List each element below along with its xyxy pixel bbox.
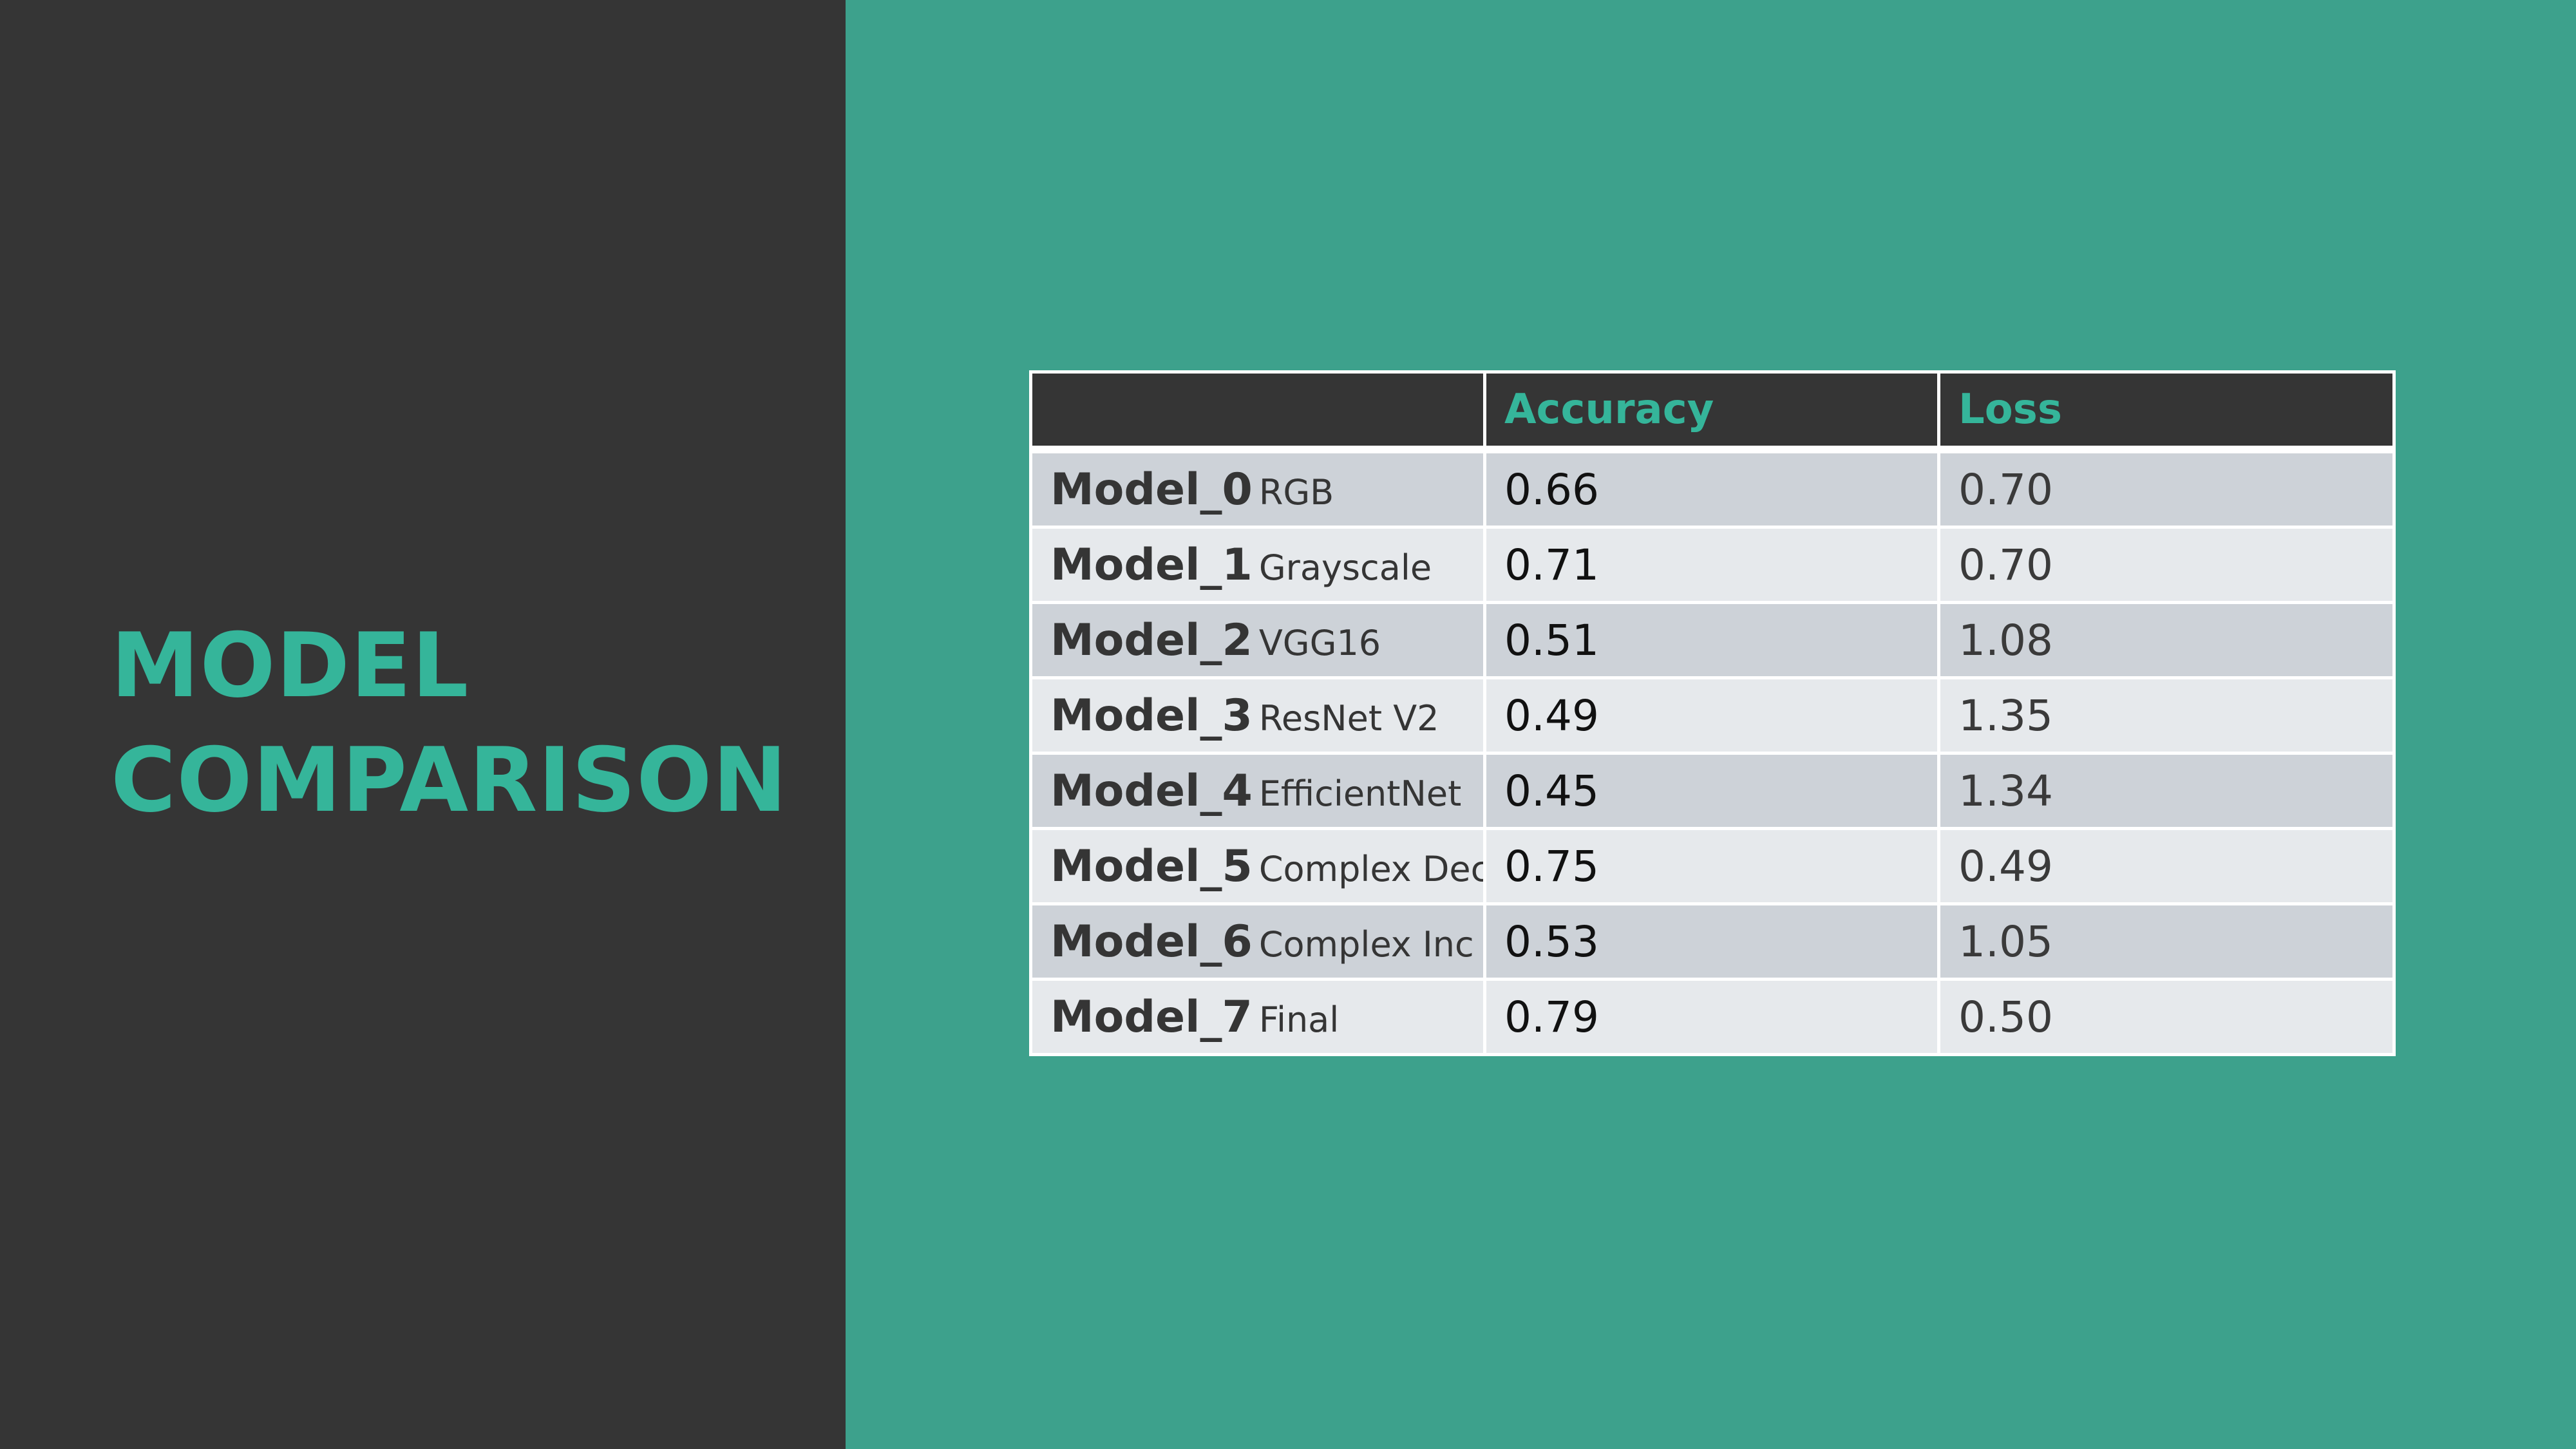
loss-cell: 0.50 [1937, 978, 2396, 1056]
accuracy-cell: 0.53 [1483, 902, 1940, 981]
table-row: Model_1 Grayscale 0.71 0.70 [1029, 526, 2396, 604]
table-row: Model_2 VGG16 0.51 1.08 [1029, 601, 2396, 679]
comparison-table-container: Accuracy Loss Model_0 RGB 0.66 0.70 Model… [1029, 370, 2396, 1056]
model-cell: Model_5 Complex Dec [1029, 827, 1486, 905]
comparison-table: Accuracy Loss Model_0 RGB 0.66 0.70 Model… [1029, 370, 2396, 1056]
accuracy-cell: 0.45 [1483, 752, 1940, 830]
loss-cell: 1.35 [1937, 676, 2396, 755]
model-cell: Model_6 Complex Inc [1029, 902, 1486, 981]
table-body: Model_0 RGB 0.66 0.70 Model_1 Grayscale 0.… [1029, 448, 2396, 1056]
model-description: Final [1258, 999, 1340, 1040]
model-description: RGB [1258, 471, 1334, 513]
accuracy-cell: 0.79 [1483, 978, 1940, 1056]
table-row: Model_3 ResNet V2 0.49 1.35 [1029, 676, 2396, 755]
loss-cell: 1.08 [1937, 601, 2396, 679]
model-name: Model_2 [1050, 614, 1253, 666]
model-name: Model_3 [1050, 690, 1253, 741]
model-name: Model_1 [1050, 539, 1253, 591]
table-row: Model_5 Complex Dec 0.75 0.49 [1029, 827, 2396, 905]
title-line-2: COMPARISON [111, 728, 788, 832]
model-cell: Model_7 Final [1029, 978, 1486, 1056]
loss-cell: 0.70 [1937, 448, 2396, 529]
model-description: Complex Inc [1258, 923, 1474, 965]
accuracy-cell: 0.51 [1483, 601, 1940, 679]
model-cell: Model_4 EfficientNet [1029, 752, 1486, 830]
header-model [1029, 370, 1486, 451]
model-cell: Model_2 VGG16 [1029, 601, 1486, 679]
header-accuracy: Accuracy [1483, 370, 1940, 451]
table-row: Model_0 RGB 0.66 0.70 [1029, 448, 2396, 529]
model-cell: Model_1 Grayscale [1029, 526, 1486, 604]
loss-cell: 1.34 [1937, 752, 2396, 830]
model-description: EfficientNet [1258, 773, 1462, 814]
model-cell: Model_3 ResNet V2 [1029, 676, 1486, 755]
model-name: Model_4 [1050, 765, 1253, 817]
model-description: VGG16 [1258, 622, 1381, 663]
model-name: Model_0 [1050, 464, 1253, 515]
table-row: Model_6 Complex Inc 0.53 1.05 [1029, 902, 2396, 981]
loss-cell: 0.49 [1937, 827, 2396, 905]
model-name: Model_7 [1050, 991, 1253, 1043]
title-line-1: MODEL [111, 614, 469, 717]
accuracy-cell: 0.49 [1483, 676, 1940, 755]
accuracy-cell: 0.71 [1483, 526, 1940, 604]
accuracy-cell: 0.66 [1483, 448, 1940, 529]
model-description: ResNet V2 [1258, 697, 1439, 739]
loss-cell: 0.70 [1937, 526, 2396, 604]
table-row: Model_4 EfficientNet 0.45 1.34 [1029, 752, 2396, 830]
slide-title: MODEL COMPARISON [111, 609, 788, 838]
left-panel [0, 0, 846, 1449]
table-header-row: Accuracy Loss [1029, 370, 2396, 451]
model-name: Model_6 [1050, 916, 1253, 967]
model-name: Model_5 [1050, 840, 1253, 892]
model-cell: Model_0 RGB [1029, 448, 1486, 529]
model-description: Complex Dec [1258, 848, 1485, 889]
table-row: Model_7 Final 0.79 0.50 [1029, 978, 2396, 1056]
header-loss: Loss [1937, 370, 2396, 451]
loss-cell: 1.05 [1937, 902, 2396, 981]
accuracy-cell: 0.75 [1483, 827, 1940, 905]
model-description: Grayscale [1258, 547, 1432, 588]
